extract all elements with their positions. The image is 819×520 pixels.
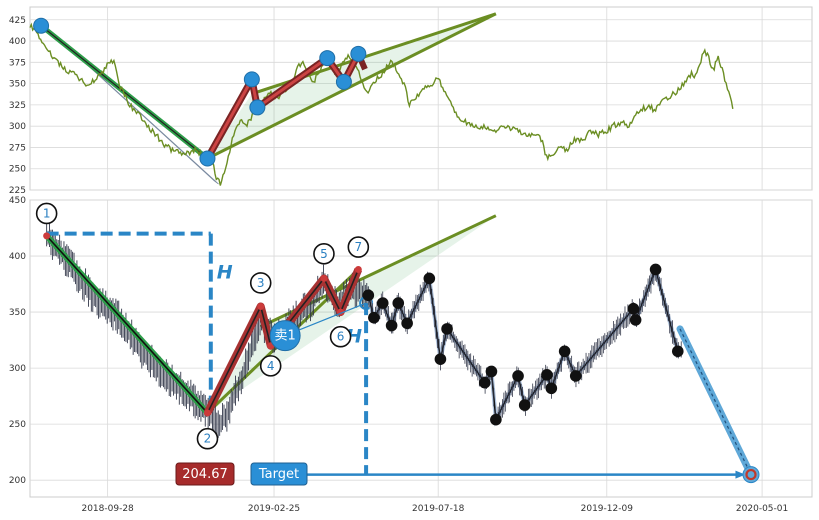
bottom-xtick-label: 2019-12-09 <box>581 504 634 514</box>
bottom-pivot-dot-1 <box>203 409 211 417</box>
top-plot-area <box>29 6 813 191</box>
top-pivot-dot-6 <box>350 45 367 62</box>
bottom-point-label-circle-3 <box>249 272 272 294</box>
bottom-ytick-label: 200 <box>9 476 26 486</box>
bottom-badge-target-box <box>250 462 308 486</box>
top-pivot-dot-5 <box>335 73 352 90</box>
bottom-pivot-dot-0 <box>43 232 51 240</box>
bottom-point-label-7: 7 <box>355 240 363 254</box>
bottom-forecast-dot-7 <box>434 353 447 365</box>
top-ytick-label: 350 <box>9 80 26 90</box>
bottom-target-projection <box>676 325 755 479</box>
bottom-forecast-dot-5 <box>401 317 413 330</box>
top-price-line <box>29 22 734 186</box>
bottom-target-arrow-head <box>735 470 746 479</box>
bottom-forecast-dot-19 <box>629 314 642 326</box>
bottom-point-label-circle-7 <box>347 236 370 258</box>
top-pivot-dot-2 <box>243 71 260 88</box>
bottom-point-label-6: 6 <box>337 330 345 344</box>
top-ytick-label: 275 <box>9 143 26 153</box>
top-pivot-dot-4 <box>319 50 336 67</box>
bottom-forecast-dot-10 <box>485 365 498 378</box>
bottom-panel: 200 250 300 350 400 450 2018-09-28 2019-02-25 20… <box>9 196 813 514</box>
top-panel: 225 250 275 300 325 350 375 400 425 <box>9 6 813 196</box>
bottom-forecast-dot-13 <box>518 399 531 411</box>
top-pivot-dot-3 <box>249 99 266 116</box>
bottom-forecast-dot-12 <box>512 370 524 382</box>
top-ytick-label: 300 <box>9 122 26 132</box>
bottom-badge-value: 204.67 <box>182 467 228 482</box>
bottom-sell-label: 卖1 <box>274 329 295 344</box>
top-leg-xa-core <box>40 25 208 159</box>
bottom-point-label-circle-6 <box>329 325 352 348</box>
bottom-target-marker <box>742 466 760 484</box>
bottom-point-label-3: 3 <box>257 276 265 290</box>
top-ytick-label: 225 <box>9 186 26 196</box>
bottom-point-label-4: 4 <box>267 359 275 373</box>
bottom-forecast-dot-17 <box>569 370 582 382</box>
bottom-pivot-dot-2 <box>257 302 265 310</box>
bottom-point-label-circle-1 <box>35 202 58 225</box>
bottom-point-label-circle-4 <box>259 355 282 377</box>
bottom-ytick-label: 250 <box>9 420 26 430</box>
bottom-forecast-dot-16 <box>558 345 571 358</box>
bottom-forecast-dot-15 <box>545 382 558 395</box>
bottom-forecast-dot-20 <box>649 263 662 276</box>
bottom-xtick-label: 2019-02-25 <box>248 504 300 514</box>
top-wedge-lower-line <box>206 12 497 160</box>
bottom-forecast-dot-1 <box>368 311 380 324</box>
bottom-forecast-dot-9 <box>478 376 491 389</box>
bottom-forecast-dot-18 <box>627 302 640 315</box>
bottom-target-marker-ring <box>745 468 757 481</box>
bottom-badge-target: Target <box>258 467 299 482</box>
bottom-pivot-dot-6 <box>354 265 362 273</box>
top-ytick-label: 250 <box>9 165 26 175</box>
bottom-point-label-5: 5 <box>320 247 328 261</box>
bottom-forecast-dot-8 <box>441 323 453 335</box>
bottom-leg-xa-core <box>46 235 209 414</box>
top-pivot-dot-0 <box>33 17 50 34</box>
top-ytick-label: 400 <box>9 37 26 47</box>
bottom-xtick-label: 2018-09-28 <box>81 504 134 514</box>
bottom-xtick-label: 2019-07-18 <box>412 504 465 514</box>
bottom-ytick-label: 400 <box>9 252 26 262</box>
bottom-point-label-1: 1 <box>43 206 51 220</box>
bottom-forecast-dot-21 <box>671 345 684 358</box>
bottom-forecast-dot-2 <box>376 297 389 309</box>
bottom-h-label: H <box>217 261 233 283</box>
bottom-pivot-dot-4 <box>320 274 328 282</box>
bottom-forecast-dot-4 <box>392 297 405 309</box>
bottom-sell-marker <box>269 320 301 352</box>
bottom-point-label-2: 2 <box>204 432 212 446</box>
bottom-ytick-label: 300 <box>9 364 26 374</box>
bottom-forecast-dot-3 <box>385 319 398 332</box>
bottom-forecast-dot-14 <box>541 369 553 381</box>
bottom-forecast-dot-11 <box>490 413 502 426</box>
bottom-ytick-label: 450 <box>9 196 26 206</box>
bottom-forecast-dot-6 <box>423 272 436 285</box>
bottom-badge-value-box <box>175 462 235 486</box>
bottom-ytick-label: 350 <box>9 308 26 318</box>
top-ytick-label: 425 <box>9 16 26 26</box>
bottom-point-label-circle-2 <box>196 427 219 450</box>
top-ytick-label: 325 <box>9 101 26 111</box>
top-pivot-dot-1 <box>199 150 216 167</box>
top-ytick-label: 375 <box>9 58 26 68</box>
bottom-zigzag-inner <box>206 269 360 414</box>
bottom-xtick-label: 2020-05-01 <box>736 504 788 514</box>
bottom-forecast-dot-0 <box>362 289 375 302</box>
bottom-point-label-circle-5 <box>313 242 335 265</box>
